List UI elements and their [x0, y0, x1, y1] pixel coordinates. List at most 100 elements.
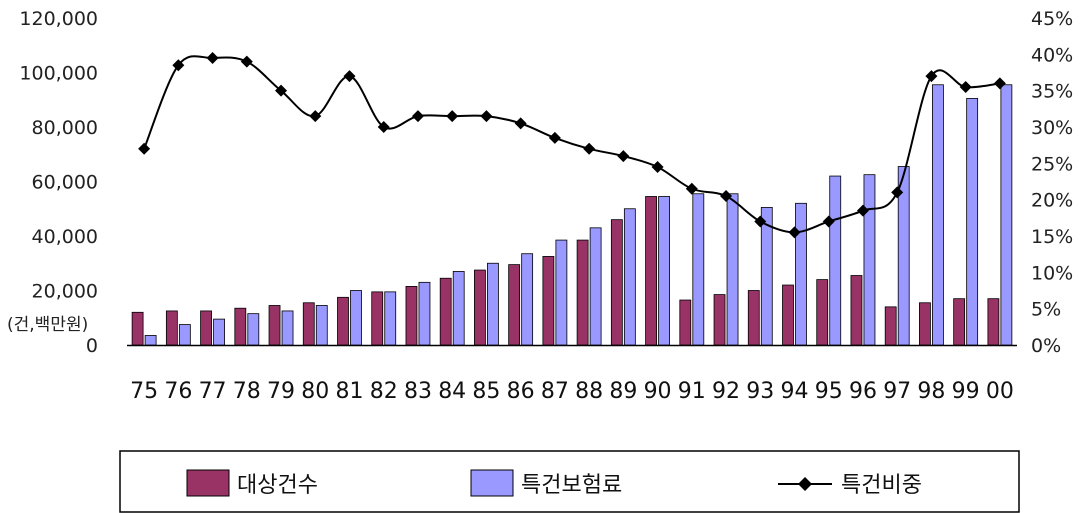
bar-대상건수	[234, 307, 247, 346]
bar-대상건수	[337, 296, 349, 346]
y-left-tick-label: 80,000	[32, 117, 98, 139]
marker-특건비중	[993, 77, 1006, 90]
bar-특건보험료	[350, 290, 362, 346]
marker-특건비중	[754, 215, 767, 228]
x-tick-label: 84	[438, 379, 466, 404]
x-tick-label: 80	[301, 379, 329, 404]
x-tick-label: 81	[336, 379, 364, 404]
bar-대상건수	[919, 302, 931, 346]
legend-label-대상건수: 대상건수	[237, 473, 318, 498]
bar-대상건수	[165, 310, 178, 346]
marker-특건비중	[685, 182, 698, 195]
marker-특건비중	[240, 55, 253, 68]
x-tick-label: 94	[781, 379, 809, 404]
bar-대상건수	[302, 302, 315, 346]
x-tick-label: 87	[541, 379, 569, 404]
legend-box	[119, 450, 1020, 513]
x-tick-label: 96	[849, 379, 877, 404]
x-tick-label: 76	[164, 379, 192, 404]
bar-특건보험료	[213, 318, 225, 346]
y-left-tick-label: 100,000	[19, 63, 98, 85]
bar-대상건수	[645, 196, 657, 346]
marker-특건비중	[309, 110, 322, 123]
marker-특건비중	[377, 121, 390, 133]
bar-특건보험료	[521, 253, 534, 346]
marker-특건비중	[480, 110, 493, 123]
bar-특건보험료	[829, 175, 842, 346]
bar-대상건수	[816, 279, 829, 346]
bar-특건보험료	[1000, 84, 1013, 346]
x-tick-label: 77	[199, 379, 227, 404]
y-left-tick-label: 120,000	[19, 8, 98, 30]
x-tick-label: 92	[712, 379, 740, 404]
legend-label-특건비중: 특건비중	[841, 473, 922, 498]
x-tick-label: 86	[507, 379, 535, 404]
x-tick-label: 91	[678, 379, 706, 404]
bar-대상건수	[747, 290, 760, 346]
bar-특건보험료	[178, 324, 191, 346]
bar-특건보험료	[692, 193, 705, 346]
bar-특건보험료	[144, 335, 157, 346]
x-tick-label: 82	[370, 379, 398, 404]
y-right-tick-label: 10%	[1031, 262, 1073, 284]
bar-대상건수	[405, 286, 418, 346]
bar-특건보험료	[623, 208, 636, 346]
y-right-tick-label: 35%	[1031, 81, 1073, 103]
bar-대상건수	[474, 269, 486, 346]
x-tick-label: 00	[986, 379, 1014, 404]
marker-특건비중	[651, 160, 664, 173]
x-tick-label: 93	[746, 379, 774, 404]
bar-대상건수	[713, 294, 726, 346]
bar-특건보험료	[726, 193, 739, 346]
marker-특건비중	[856, 204, 869, 217]
marker-특건비중	[138, 142, 151, 155]
marker-특건비중	[583, 142, 596, 155]
marker-특건비중	[514, 117, 527, 130]
bar-특건보험료	[897, 166, 910, 346]
bar-특건보험료	[555, 239, 568, 346]
bar-특건보험료	[487, 262, 499, 346]
marker-특건비중	[411, 110, 424, 123]
bar-대상건수	[576, 239, 589, 346]
x-tick-label: 89	[609, 379, 637, 404]
y-right-tick-label: 45%	[1031, 8, 1073, 30]
x-tick-label: 99	[952, 379, 980, 404]
bar-대상건수	[439, 277, 452, 346]
legend-swatch-특건보험료	[470, 469, 514, 497]
marker-특건비중	[891, 186, 904, 199]
bar-대상건수	[508, 264, 521, 346]
y-left-unit-label: (건,백만원)	[7, 315, 88, 335]
x-tick-label: 95	[815, 379, 843, 404]
bar-특건보험료	[932, 84, 944, 346]
bar-대상건수	[610, 219, 623, 346]
marker-특건비중	[720, 190, 733, 203]
x-tick-label: 98	[917, 379, 945, 404]
y-right-tick-label: 40%	[1031, 44, 1073, 66]
marker-특건비중	[788, 226, 801, 239]
bar-특건보험료	[384, 291, 397, 346]
y-right-tick-label: 30%	[1031, 117, 1073, 139]
marker-특건비중	[617, 150, 630, 163]
bar-특건보험료	[966, 97, 979, 346]
x-tick-label: 88	[575, 379, 603, 404]
y-left-tick-label: 60,000	[32, 172, 98, 194]
bar-대상건수	[987, 298, 1000, 346]
bar-특건보험료	[795, 202, 807, 346]
bar-특건보험료	[760, 206, 773, 346]
bar-대상건수	[884, 306, 897, 346]
bar-특건보험료	[863, 174, 876, 346]
y-right-tick-label: 25%	[1031, 153, 1073, 175]
legend: 대상건수 특건보험료 특건비중	[119, 450, 1020, 513]
x-tick-label: 79	[267, 379, 295, 404]
bar-대상건수	[200, 310, 212, 346]
marker-특건비중	[925, 70, 938, 83]
y-right-tick-label: 15%	[1031, 226, 1073, 248]
bar-대상건수	[268, 305, 281, 346]
bar-대상건수	[850, 275, 863, 346]
bar-대상건수	[542, 256, 555, 346]
bar-대상건수	[679, 299, 692, 346]
marker-특건비중	[172, 59, 185, 72]
bar-대상건수	[371, 291, 384, 346]
legend-label-특건보험료: 특건보험료	[521, 473, 622, 498]
